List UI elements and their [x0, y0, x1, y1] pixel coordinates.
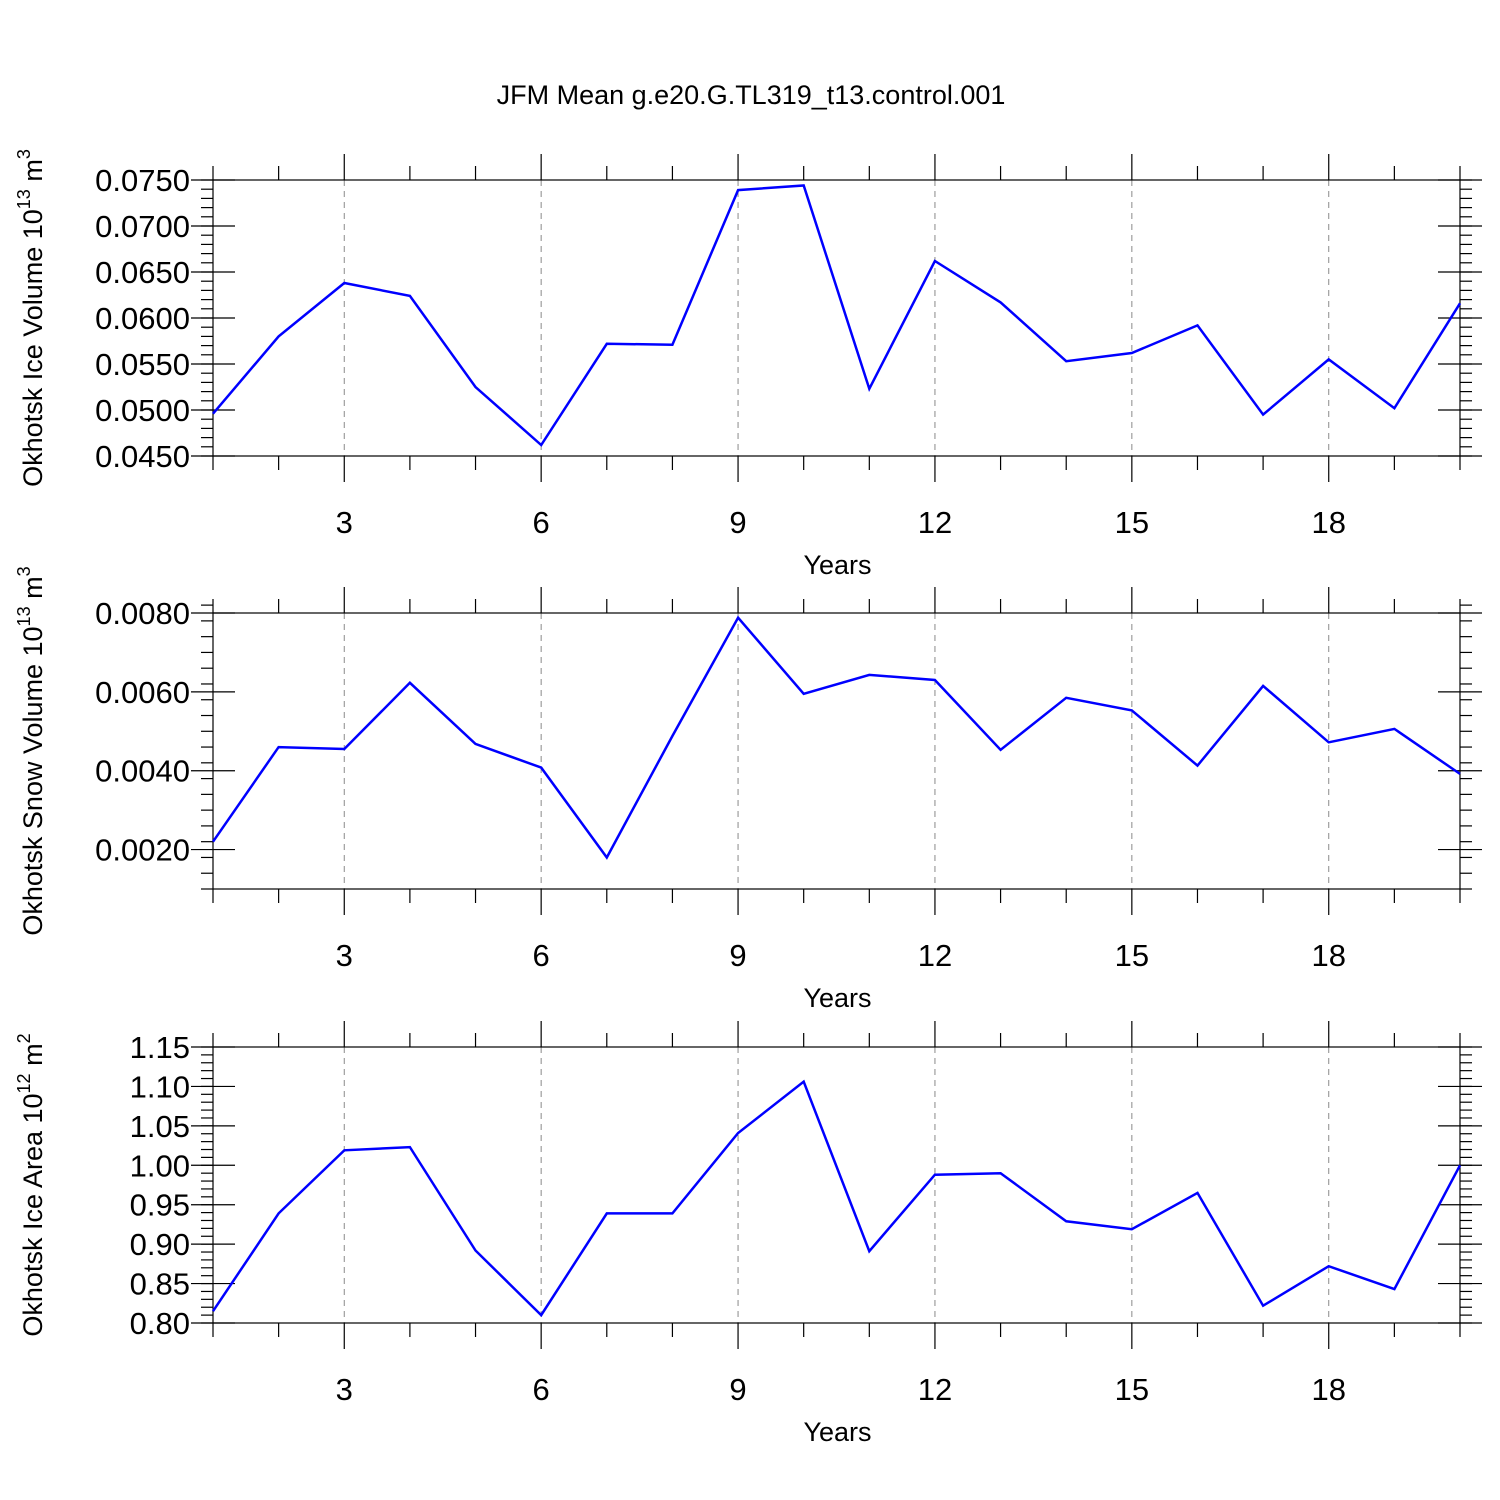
plot-frame: [212, 179, 1461, 457]
panel-1: 0.0450 0.0500 0.0550 0.0600 0.0650 0.0700 0.07…: [14, 149, 1482, 580]
panel-3: 0.80 0.85 0.90 0.95 1.00 1.05 1.10 1.15 3 6 9 12 15 1…: [14, 1021, 1482, 1447]
series-line: [211, 615, 1461, 860]
x-tick-label: 15: [1115, 1372, 1149, 1407]
y-tick-label: 0.0650: [95, 255, 190, 290]
plot-frame: [212, 1046, 1461, 1324]
y-tick-label: 0.0450: [95, 439, 190, 474]
x-tick-label: 3: [336, 1372, 353, 1407]
x-tick-label: 3: [336, 505, 353, 540]
series-line: [212, 184, 1462, 447]
x-tick-label: 9: [729, 1372, 746, 1407]
x-axis-label: Years: [803, 983, 871, 1013]
y-tick-label: 0.80: [130, 1306, 190, 1341]
series-line: [211, 1079, 1462, 1318]
y-tick-label: 0.0040: [95, 754, 190, 789]
x-tick-label: 15: [1115, 505, 1149, 540]
x-tick-label: 6: [533, 938, 550, 973]
y-tick-label: 0.0750: [95, 163, 190, 198]
chart-title: JFM Mean g.e20.G.TL319_t13.control.001: [497, 80, 1006, 110]
y-tick-label: 0.0500: [95, 393, 190, 428]
y-tick-label: 0.0550: [95, 347, 190, 382]
y-tick-label: 0.95: [130, 1188, 190, 1223]
y-axis-label: Okhotsk Ice Area 1012 m2: [14, 1033, 48, 1336]
x-tick-label: 9: [729, 938, 746, 973]
plot-frame: [212, 612, 1461, 890]
x-axis-label: Years: [803, 550, 871, 580]
x-axis-label: Years: [803, 1417, 871, 1447]
y-tick-label: 1.10: [130, 1069, 190, 1104]
x-tick-label: 18: [1311, 938, 1345, 973]
x-tick-label: 3: [336, 938, 353, 973]
x-tick-label: 6: [533, 505, 550, 540]
y-tick-label: 1.15: [130, 1030, 190, 1065]
panel-2: 0.0020 0.0040 0.0060 0.0080 3 6 9 12 15 18 Years Ok…: [14, 566, 1482, 1013]
y-tick-label: 1.00: [130, 1148, 190, 1183]
x-tick-label: 12: [918, 505, 952, 540]
x-tick-label: 12: [918, 938, 952, 973]
y-tick-label: 0.0700: [95, 209, 190, 244]
y-tick-label: 0.0080: [95, 596, 190, 631]
y-tick-label: 0.85: [130, 1267, 190, 1302]
y-tick-label: 0.0060: [95, 675, 190, 710]
y-axis-label: Okhotsk Ice Volume 1013 m3: [14, 149, 48, 487]
x-tick-label: 12: [918, 1372, 952, 1407]
y-tick-label: 0.90: [130, 1227, 190, 1262]
x-tick-label: 6: [533, 1372, 550, 1407]
y-axis-label: Okhotsk Snow Volume 1013 m3: [14, 566, 48, 935]
y-tick-label: 0.0020: [95, 833, 190, 868]
x-tick-label: 15: [1115, 938, 1149, 973]
y-tick-label: 0.0600: [95, 301, 190, 336]
y-tick-label: 1.05: [130, 1109, 190, 1144]
x-tick-label: 18: [1311, 1372, 1345, 1407]
x-tick-label: 18: [1311, 505, 1345, 540]
x-tick-label: 9: [729, 505, 746, 540]
